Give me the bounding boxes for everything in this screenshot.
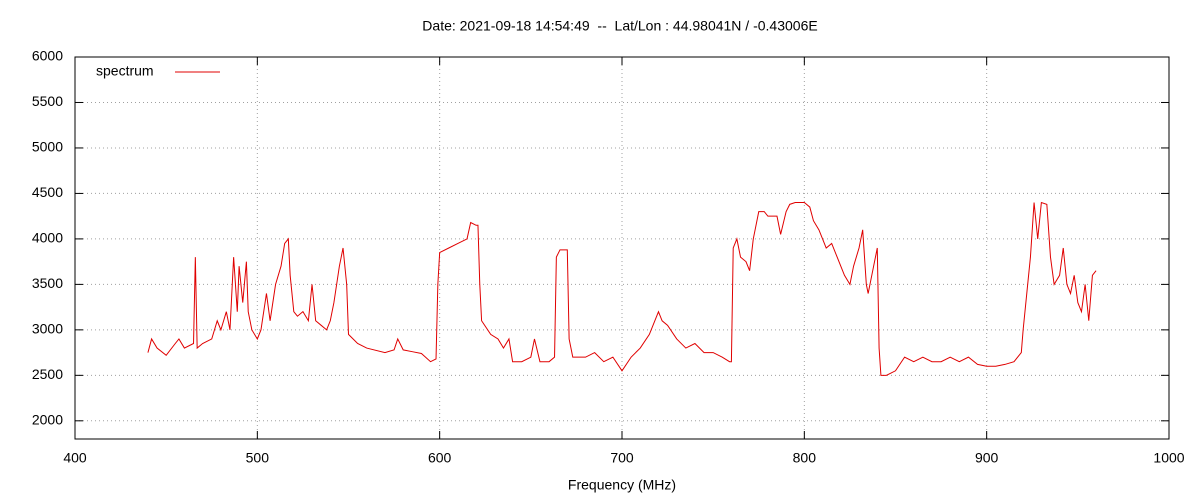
y-tick-label: 4000 bbox=[32, 230, 63, 246]
x-tick-label: 900 bbox=[975, 450, 999, 466]
x-tick-label: 600 bbox=[428, 450, 452, 466]
x-tick-label: 400 bbox=[63, 450, 87, 466]
y-tick-label: 3500 bbox=[32, 275, 63, 291]
y-tick-label: 2000 bbox=[32, 412, 63, 428]
y-tick-label: 6000 bbox=[32, 48, 63, 64]
x-tick-label: 700 bbox=[610, 450, 634, 466]
x-tick-label: 500 bbox=[246, 450, 270, 466]
y-tick-label: 3000 bbox=[32, 321, 63, 337]
x-tick-label: 1000 bbox=[1153, 450, 1184, 466]
y-tick-label: 4500 bbox=[32, 184, 63, 200]
chart-title: Date: 2021-09-18 14:54:49 -- Lat/Lon : 4… bbox=[422, 18, 817, 34]
legend-label: spectrum bbox=[96, 63, 154, 79]
y-tick-label: 2500 bbox=[32, 366, 63, 382]
x-axis-label: Frequency (MHz) bbox=[568, 477, 676, 493]
plot-frame bbox=[74, 56, 1170, 440]
y-tick-label: 5000 bbox=[32, 139, 63, 155]
x-tick-label: 800 bbox=[793, 450, 817, 466]
spectrum-line bbox=[147, 201, 1097, 376]
y-tick-label: 5500 bbox=[32, 93, 63, 109]
